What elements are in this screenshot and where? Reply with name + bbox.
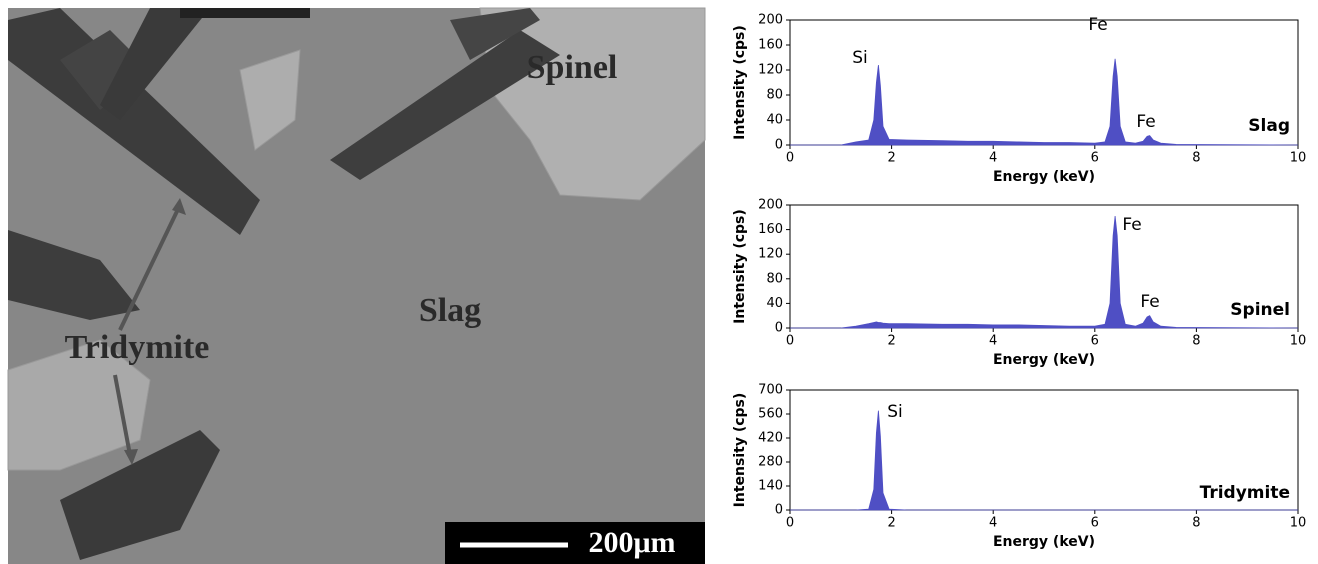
- sem-image: Spinel Slag Tridymite 200μm: [7, 7, 706, 564]
- y-tick-label: 280: [758, 455, 783, 470]
- spectrum-area: [790, 410, 1298, 511]
- peak-label: Fe: [1136, 112, 1155, 132]
- y-tick-label: 120: [758, 63, 783, 78]
- x-tick-label: 4: [989, 516, 997, 531]
- y-tick-label: 0: [775, 321, 783, 336]
- y-axis-label: Intensity (cps): [732, 209, 748, 324]
- y-tick-label: 0: [775, 138, 783, 153]
- x-tick-label: 8: [1192, 334, 1200, 349]
- y-tick-label: 40: [766, 296, 783, 311]
- y-axis-label: Intensity (cps): [732, 393, 748, 508]
- peak-label: Si: [852, 48, 868, 68]
- sem-label: Spinel: [527, 49, 618, 86]
- y-tick-label: 140: [758, 479, 783, 494]
- y-tick-label: 120: [758, 247, 783, 262]
- x-tick-label: 2: [887, 151, 895, 166]
- x-axis-label: Energy (keV): [993, 352, 1095, 368]
- x-tick-label: 0: [786, 151, 794, 166]
- sample-label: Slag: [1248, 116, 1290, 136]
- spectrum-area: [790, 58, 1299, 146]
- x-tick-label: 6: [1091, 151, 1099, 166]
- x-tick-label: 4: [989, 334, 997, 349]
- x-tick-label: 10: [1290, 334, 1307, 349]
- x-tick-label: 6: [1091, 334, 1099, 349]
- peak-label: Fe: [1140, 292, 1159, 312]
- x-tick-label: 8: [1192, 516, 1200, 531]
- y-tick-label: 80: [766, 271, 783, 286]
- x-tick-label: 6: [1091, 516, 1099, 531]
- peak-label: Si: [887, 402, 903, 422]
- plot-frame: [789, 19, 1299, 146]
- x-axis-label: Energy (keV): [993, 534, 1095, 550]
- y-tick-label: 200: [758, 198, 783, 213]
- sample-label: Spinel: [1230, 300, 1290, 320]
- y-tick-label: 700: [758, 383, 783, 398]
- x-tick-label: 2: [887, 334, 895, 349]
- sem-label: Slag: [419, 292, 481, 329]
- y-axis-label: Intensity (cps): [732, 25, 748, 140]
- x-tick-label: 4: [989, 151, 997, 166]
- x-tick-label: 10: [1290, 516, 1307, 531]
- x-tick-label: 10: [1290, 151, 1307, 166]
- y-tick-label: 40: [766, 113, 783, 128]
- sample-label: Tridymite: [1200, 483, 1290, 503]
- sem-label: Tridymite: [65, 329, 210, 366]
- y-tick-label: 80: [766, 88, 783, 103]
- x-tick-label: 8: [1192, 151, 1200, 166]
- x-tick-label: 2: [887, 516, 895, 531]
- x-axis-label: Energy (keV): [993, 169, 1095, 185]
- x-tick-label: 0: [786, 334, 794, 349]
- y-tick-label: 560: [758, 407, 783, 422]
- peak-label: Fe: [1088, 15, 1107, 35]
- peak-label: Fe: [1122, 215, 1141, 235]
- y-tick-label: 160: [758, 222, 783, 237]
- scale-bar-label: 200μm: [589, 526, 676, 559]
- x-tick-label: 0: [786, 516, 794, 531]
- y-tick-label: 160: [758, 38, 783, 53]
- y-tick-label: 200: [758, 13, 783, 28]
- y-tick-label: 0: [775, 503, 783, 518]
- y-tick-label: 420: [758, 431, 783, 446]
- plot-frame: [789, 204, 1299, 329]
- spectrum-area: [790, 216, 1299, 329]
